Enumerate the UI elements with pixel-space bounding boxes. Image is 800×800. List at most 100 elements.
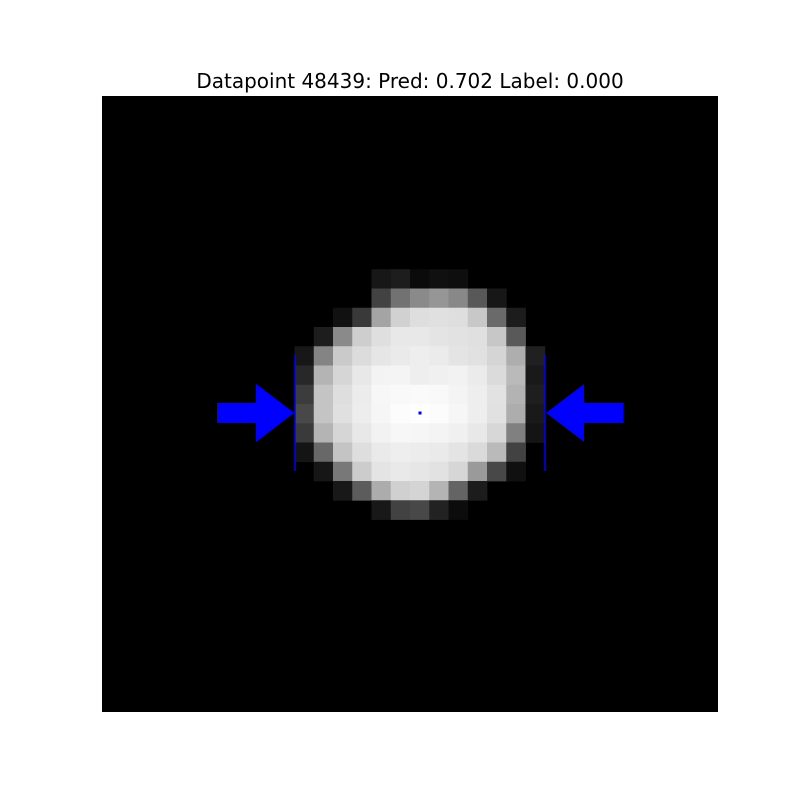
image-pixel <box>390 327 411 347</box>
image-pixel <box>294 365 315 386</box>
image-pixel <box>390 365 411 386</box>
image-pixel <box>333 384 353 405</box>
image-pixel <box>506 442 526 463</box>
image-pixel <box>371 500 392 520</box>
image-panel <box>102 96 718 712</box>
image-pixel <box>429 461 449 482</box>
image-pixel <box>448 327 469 347</box>
image-pixel <box>371 346 392 366</box>
image-pixel <box>525 423 546 443</box>
image-pixel <box>448 442 469 463</box>
image-pixel <box>506 423 526 443</box>
image-pixel <box>487 307 507 328</box>
image-pixel <box>313 384 334 405</box>
image-pixel <box>390 269 411 289</box>
image-pixel <box>429 404 449 424</box>
image-pixel <box>390 423 411 443</box>
image-pixel <box>352 307 372 328</box>
image-pixel <box>448 500 469 520</box>
image-pixel <box>448 404 469 424</box>
image-pixel <box>333 423 353 443</box>
image-pixel <box>487 346 507 366</box>
image-pixel <box>390 500 411 520</box>
image-pixel <box>467 365 488 386</box>
image-pixel <box>429 365 449 386</box>
image-pixel <box>506 461 526 482</box>
image-pixel <box>487 423 507 443</box>
image-pixel <box>448 423 469 443</box>
right-arrow-icon <box>546 384 623 442</box>
image-pixel <box>371 423 392 443</box>
image-pixel <box>294 346 315 366</box>
image-pixel <box>352 365 372 386</box>
image-pixel <box>467 384 488 405</box>
image-pixel <box>333 327 353 347</box>
image-pixel <box>371 481 392 501</box>
image-pixel <box>487 404 507 424</box>
image-pixel <box>410 461 430 482</box>
image-pixel <box>294 442 315 463</box>
image-pixel <box>390 288 411 309</box>
image-pixel <box>352 423 372 443</box>
image-pixel <box>333 346 353 366</box>
image-pixel <box>371 365 392 386</box>
image-pixel <box>371 288 392 309</box>
image-pixel <box>467 442 488 463</box>
image-pixel <box>390 404 411 424</box>
image-pixel <box>448 288 469 309</box>
image-pixel <box>429 481 449 501</box>
image-pixel <box>429 327 449 347</box>
center-marker <box>418 411 422 415</box>
image-pixel <box>313 442 334 463</box>
image-pixel <box>371 384 392 405</box>
image-pixel <box>352 442 372 463</box>
image-pixel <box>410 269 430 289</box>
image-pixel <box>352 346 372 366</box>
image-pixel <box>487 461 507 482</box>
image-pixel <box>410 365 430 386</box>
image-pixel <box>294 404 315 424</box>
image-pixel <box>333 365 353 386</box>
image-pixel <box>352 327 372 347</box>
image-pixel <box>506 346 526 366</box>
image-pixel <box>467 404 488 424</box>
image-pixel <box>294 384 315 405</box>
image-pixel <box>410 327 430 347</box>
annotations <box>217 355 623 471</box>
left-arrow-icon <box>217 384 294 442</box>
image-pixel <box>487 442 507 463</box>
image-pixel <box>525 384 546 405</box>
image-pixel <box>467 481 488 501</box>
image-pixel <box>448 461 469 482</box>
image-pixel <box>448 365 469 386</box>
image-pixel <box>352 481 372 501</box>
image-pixel <box>410 423 430 443</box>
image-pixel <box>313 423 334 443</box>
image-pixel <box>333 461 353 482</box>
image-pixel <box>487 384 507 405</box>
image-pixel <box>410 442 430 463</box>
image-pixel <box>313 404 334 424</box>
image-pixel <box>487 365 507 386</box>
image-pixel <box>448 346 469 366</box>
image-pixel <box>371 327 392 347</box>
image-pixel <box>448 269 469 289</box>
image-pixel <box>506 307 526 328</box>
image-pixel <box>448 481 469 501</box>
image-pixel <box>352 404 372 424</box>
image-pixel <box>390 346 411 366</box>
image-pixel <box>429 442 449 463</box>
image-pixel <box>525 404 546 424</box>
image-pixel <box>429 423 449 443</box>
image-pixel <box>313 461 334 482</box>
image-pixel <box>333 481 353 501</box>
image-pixel <box>429 384 449 405</box>
pixel-layer <box>294 269 546 520</box>
image-pixel <box>429 346 449 366</box>
image-pixel <box>467 461 488 482</box>
image-pixel <box>467 327 488 347</box>
image-pixel <box>525 346 546 366</box>
image-pixel <box>506 404 526 424</box>
image-pixel <box>371 404 392 424</box>
